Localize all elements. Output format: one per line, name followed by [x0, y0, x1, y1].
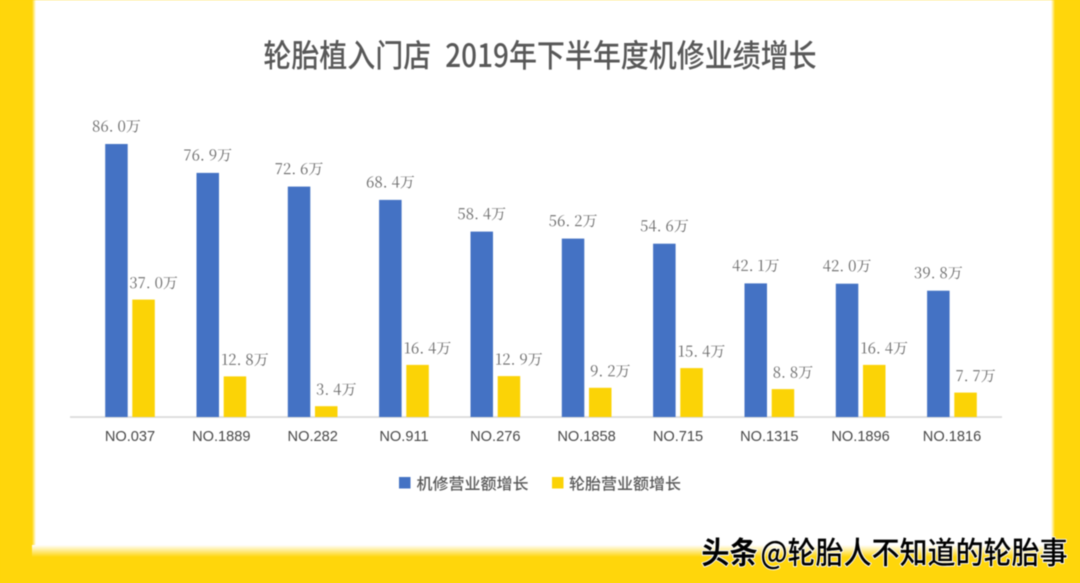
svg-text:NO.037: NO.037	[105, 429, 155, 445]
svg-text:NO.1889: NO.1889	[192, 429, 250, 445]
svg-text:NO.1858: NO.1858	[557, 429, 615, 445]
svg-text:NO.1315: NO.1315	[740, 429, 798, 445]
svg-text:NO.715: NO.715	[653, 429, 703, 445]
svg-text:NO.1816: NO.1816	[923, 429, 981, 445]
svg-text:NO.1896: NO.1896	[831, 429, 889, 445]
svg-text:NO.276: NO.276	[470, 429, 520, 445]
svg-text:NO.282: NO.282	[288, 429, 338, 445]
svg-text:NO.911: NO.911	[379, 429, 428, 445]
